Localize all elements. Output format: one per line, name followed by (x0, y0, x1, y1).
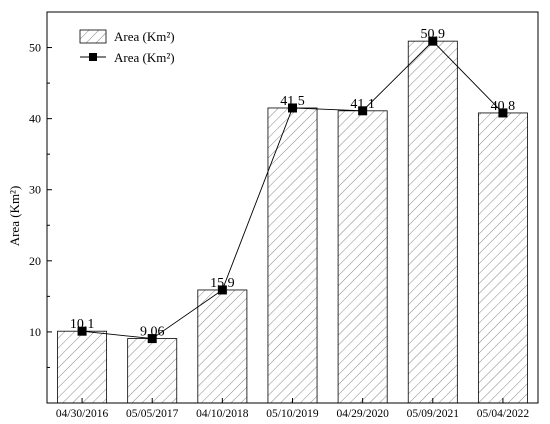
bar-4 (337, 110, 388, 404)
line-marker-6 (498, 108, 508, 118)
data-label-1: 9.06 (140, 325, 165, 340)
bar-0 (57, 330, 108, 404)
line-marker-4 (358, 106, 368, 116)
x-tick-label: 05/05/2017 (126, 408, 179, 420)
line-marker-5 (428, 36, 438, 46)
data-label-2: 15.9 (210, 276, 235, 291)
y-tick-label: 10 (29, 325, 41, 339)
data-label-6: 40.8 (491, 99, 516, 114)
line-marker-3 (288, 103, 297, 113)
y-tick-label: 20 (29, 254, 41, 268)
legend-line-marker (89, 53, 97, 61)
bar-5 (407, 40, 458, 404)
x-tick-label: 04/10/2018 (196, 408, 249, 420)
data-label-3: 41.5 (280, 94, 305, 109)
data-label-5: 50.9 (421, 27, 446, 42)
x-tick-label: 05/04/2022 (477, 408, 530, 420)
legend-bar-swatch (79, 29, 107, 44)
data-label-0: 10.1 (70, 317, 95, 332)
y-tick-label: 30 (29, 183, 41, 197)
bar-3 (267, 107, 318, 404)
x-tick-label: 05/09/2021 (407, 408, 460, 420)
bar-6 (477, 112, 528, 404)
x-tick-label: 04/30/2016 (56, 408, 109, 420)
bar-1 (127, 338, 178, 404)
data-label-4: 41.1 (350, 97, 375, 112)
y-tick-label: 50 (29, 41, 41, 55)
bar-2 (197, 289, 248, 404)
legend-line-label: Area (Km²) (114, 50, 175, 65)
y-tick-label: 40 (29, 112, 41, 126)
line-marker-2 (217, 285, 227, 295)
x-tick-label: 04/29/2020 (336, 408, 389, 420)
legend-bar-label: Area (Km²) (114, 29, 175, 44)
line-marker-1 (147, 334, 157, 344)
legend: Area (Km²) Area (Km²) (79, 29, 175, 65)
line-marker-0 (77, 326, 87, 336)
y-axis-title: Area (Km²) (7, 186, 22, 247)
x-tick-label: 05/10/2019 (266, 408, 319, 420)
